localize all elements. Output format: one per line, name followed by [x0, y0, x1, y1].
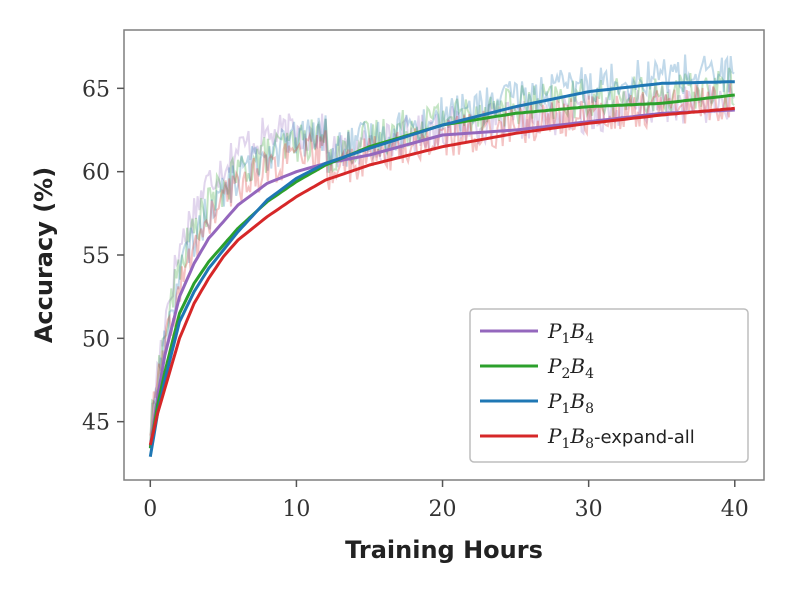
- x-tick-label: 10: [282, 497, 310, 522]
- y-tick-label: 65: [82, 77, 110, 102]
- raw-curve-p2b4: [149, 67, 735, 443]
- legend-label: P2B4: [547, 354, 594, 382]
- legend-label: P1B4: [547, 319, 594, 347]
- y-axis-ticks: 45 50 55 60 65: [82, 77, 124, 436]
- y-axis-title: Accuracy (%): [30, 167, 58, 343]
- x-tick-label: 30: [575, 497, 603, 522]
- x-axis-ticks: 0 10 20 30 40: [143, 480, 749, 522]
- y-tick-label: 55: [82, 244, 110, 269]
- legend-label: P1B8-expand-all: [547, 424, 695, 452]
- raw-curve-p1b8: [149, 54, 735, 450]
- line-p1b4: [148, 108, 735, 447]
- y-tick-label: 50: [82, 327, 110, 352]
- x-tick-label: 40: [721, 497, 749, 522]
- y-tick-label: 45: [82, 411, 110, 436]
- line-p1b8-expand-all: [148, 106, 735, 446]
- x-axis-title: Training Hours: [345, 536, 543, 564]
- line-p1b8: [148, 80, 735, 457]
- legend-box: [469, 308, 749, 463]
- y-tick-label: 60: [82, 161, 110, 186]
- x-tick-label: 0: [143, 497, 157, 522]
- x-tick-label: 20: [429, 497, 457, 522]
- legend-label: P1B8: [547, 389, 594, 417]
- smoothed-curves: [148, 80, 735, 457]
- legend: P1B4 P2B4 P1B8 P1B8-expand-all: [469, 308, 749, 463]
